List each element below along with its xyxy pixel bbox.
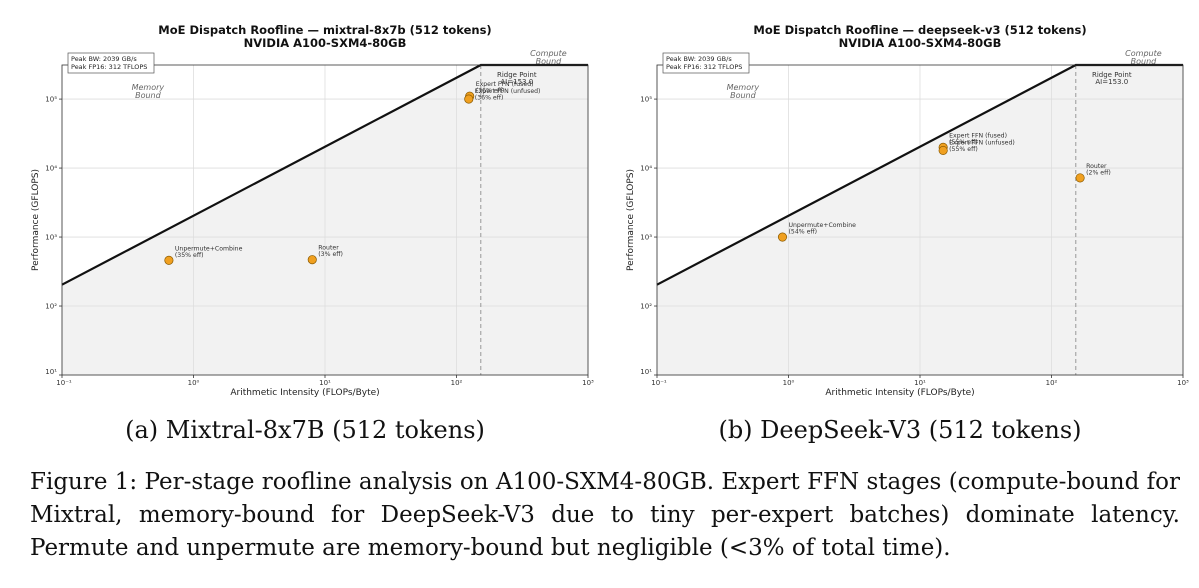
data-point [307,255,317,265]
data-point-label: Expert FFN (unfused) (55% eff) [949,139,1015,153]
y-axis-label: Performance (GFLOPS) [31,169,41,271]
x-tick-label: 10³ [1177,379,1189,387]
data-point-label: Expert FFN (fused) (36% eff) [476,81,534,95]
y-tick-label: 10² [640,303,652,311]
roofline-plot: MoE Dispatch Roofline — deepseek-v3 (512… [626,23,1189,398]
ridge-point-label: Ridge Point AI=153.0 [497,71,537,86]
subfigure-caption-a: (a) Mixtral-8x7B (512 tokens) [125,416,485,444]
data-point-label: Router (2% eff) [1086,163,1111,177]
chart-subtitle: NVIDIA A100-SXM4-80GB [244,36,407,50]
peak-fp16-label: Peak FP16: 312 TFLOPS [71,63,147,71]
roofline-chart-deepseek: MoE Dispatch Roofline — deepseek-v3 (512… [605,0,1195,410]
x-tick-label: 10² [1046,379,1058,387]
x-tick-label: 10⁰ [783,379,795,387]
data-point-label: Expert FFN (fused) (55% eff) [949,132,1007,146]
x-tick-label: 10⁰ [188,379,200,387]
ridge-point-label: Ridge Point AI=153.0 [1092,71,1132,86]
figure-caption: Figure 1: Per-stage roofline analysis on… [30,469,1180,561]
y-tick-label: 10² [45,303,57,311]
y-axis-label: Performance (GFLOPS) [626,169,636,271]
peak-info-box [662,52,750,74]
peak-info-box [67,52,155,74]
y-tick-label: 10³ [640,234,652,242]
memory-bound-label: Memory Bound [132,83,165,100]
y-tick-label: 10¹ [45,368,57,376]
chart-title: MoE Dispatch Roofline — deepseek-v3 (512… [753,23,1086,37]
x-tick-label: 10³ [582,379,594,387]
peak-bw-label: Peak BW: 2039 GB/s [71,55,137,63]
x-axis-label: Arithmetic Intensity (FLOPs/Byte) [230,388,379,398]
y-tick-label: 10⁵ [640,96,652,104]
y-tick-label: 10⁵ [45,96,57,104]
data-point-label: Unpermute+Combine (35% eff) [175,245,243,259]
data-point-label: Expert FFN (unfused) (36% eff) [475,88,541,102]
data-point-label: Unpermute+Combine (54% eff) [788,222,856,236]
x-tick-label: 10¹ [319,379,331,387]
x-tick-label: 10⁻¹ [651,379,667,387]
roofline-chart-mixtral: MoE Dispatch Roofline — mixtral-8x7b (51… [10,0,600,410]
data-point [1075,173,1085,183]
compute-bound-label: Compute Bound [1125,49,1162,66]
x-tick-label: 10² [451,379,463,387]
y-tick-label: 10⁴ [45,165,57,173]
data-point [777,232,788,242]
peak-fp16-label: Peak FP16: 312 TFLOPS [666,63,742,71]
peak-bw-label: Peak BW: 2039 GB/s [666,55,732,63]
y-tick-label: 10⁴ [640,165,652,173]
chart-subtitle: NVIDIA A100-SXM4-80GB [839,36,1002,50]
compute-bound-label: Compute Bound [530,49,567,66]
roofline-plot: MoE Dispatch Roofline — mixtral-8x7b (51… [31,23,594,398]
x-tick-label: 10⁻¹ [56,379,72,387]
data-point [164,255,174,265]
data-point-label: Router (3% eff) [318,245,343,258]
chart-title: MoE Dispatch Roofline — mixtral-8x7b (51… [158,23,491,37]
data-point [938,145,948,156]
subfigure-caption-b: (b) DeepSeek-V3 (512 tokens) [718,416,1082,444]
y-tick-label: 10³ [45,234,57,242]
memory-bound-label: Memory Bound [727,83,760,100]
data-point [464,94,474,104]
x-tick-label: 10¹ [914,379,926,387]
x-axis-label: Arithmetic Intensity (FLOPs/Byte) [825,388,974,398]
y-tick-label: 10¹ [640,368,652,376]
